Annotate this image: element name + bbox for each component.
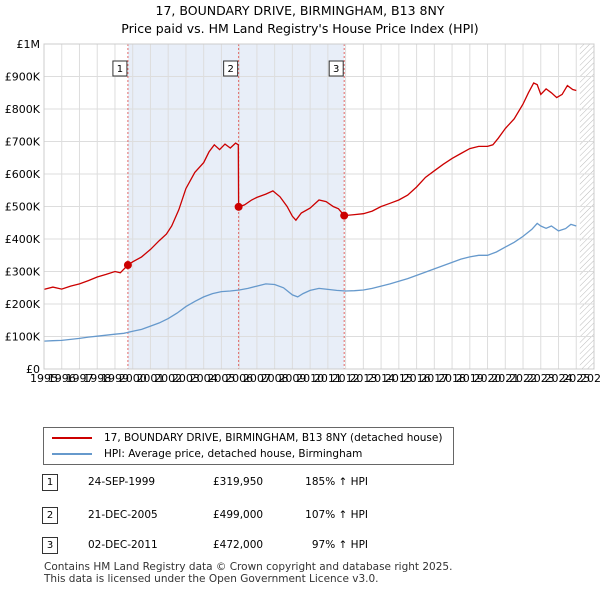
sale-point [234,202,243,211]
sale-date: 02-DEC-2011 [88,539,158,551]
sale-number-box [112,60,128,77]
x-tick-label: 2010 [296,372,324,385]
sale-number-label: 3 [333,64,339,75]
sale-date: 21-DEC-2005 [88,509,158,521]
footer-licence: This data is licensed under the Open Gov… [44,573,379,585]
y-tick-label: £200K [5,298,41,311]
y-tick-label: £600K [5,168,41,181]
sale-number: 1 [42,474,58,491]
y-tick-label: £100K [5,331,41,344]
x-tick-label: 2007 [243,372,271,385]
sale-points [123,202,349,270]
x-tick-label: 2025 [562,372,590,385]
y-axis-ticks: £0 £100K £200K £300K £400K £500K £600K £700K £80… [5,38,41,376]
sale-number-boxes: 1 2 3 [112,60,344,77]
hpi-series-line [43,222,577,342]
x-axis-ticks: 1995199619971998199920002001200220032004… [30,372,600,385]
chart-subtitle: Price paid vs. HM Land Registry's House … [121,21,479,36]
x-tick-label: 1995 [30,372,58,385]
y-tick-label: £0 [26,363,40,376]
x-tick-label: 2008 [261,372,289,385]
sale-point [340,211,349,220]
sale-row: 1 24-SEP-1999 £319,950 185% ↑ HPI [42,474,402,494]
x-tick-label: 2016 [403,372,431,385]
sale-number-box [223,60,239,77]
sale-price: £499,000 [213,509,264,521]
x-tick-label: 1997 [65,372,93,385]
x-tick-label: 1998 [83,372,111,385]
y-tick-label: £400K [5,233,41,246]
legend-item-property: 17, BOUNDARY DRIVE, BIRMINGHAM, B13 8NY … [52,430,442,446]
x-tick-label: 2006 [225,372,253,385]
sale-number-box [328,60,344,77]
x-tick-label: 1999 [101,372,129,385]
sale-date: 24-SEP-1999 [88,476,156,488]
footer-copyright: Contains HM Land Registry data © Crown c… [44,561,453,573]
y-tick-label: £800K [5,103,41,116]
sale-number: 2 [42,507,58,524]
sale-hpi-change: 185% ↑ HPI [305,476,368,488]
plot-border [43,43,595,370]
legend-swatch-property [52,437,92,439]
x-tick-label: 2015 [385,372,413,385]
x-tick-label: 2014 [367,372,395,385]
legend: 17, BOUNDARY DRIVE, BIRMINGHAM, B13 8NY … [43,427,454,465]
legend-label-hpi: HPI: Average price, detached house, Birm… [104,448,363,460]
x-tick-label: 2001 [136,372,164,385]
x-tick-label: 2002 [154,372,182,385]
sale-hpi-change: 107% ↑ HPI [305,509,368,521]
x-tick-label: 2003 [172,372,200,385]
x-tick-label: 2013 [349,372,377,385]
y-tick-label: £900K [5,71,41,84]
x-tick-label: 2019 [456,372,484,385]
x-tick-label: 2009 [278,372,306,385]
x-tick-label: 2021 [491,372,519,385]
property-series-line [43,82,577,291]
x-tick-label: 2000 [119,372,147,385]
sale-row: 3 02-DEC-2011 £472,000 97% ↑ HPI [42,537,402,557]
legend-item-hpi: HPI: Average price, detached house, Birm… [52,446,362,462]
x-tick-label: 2011 [314,372,342,385]
chart-title: 17, BOUNDARY DRIVE, BIRMINGHAM, B13 8NY [155,3,445,18]
y-tick-label: £300K [5,266,41,279]
x-tick-label: 1996 [48,372,76,385]
x-tick-label: 2024 [545,372,573,385]
sale-number-label: 1 [117,64,123,75]
x-tick-label: 2018 [438,372,466,385]
x-tick-label: 2012 [332,372,360,385]
x-tick-label: 2005 [207,372,235,385]
x-tick-label: 2023 [527,372,555,385]
y-tick-label: £700K [5,136,41,149]
price-chart: 1 2 3 £0 £100K £200K £300K £400K £500K £600K £700… [5,38,600,385]
sale-row: 2 21-DEC-2005 £499,000 107% ↑ HPI [42,507,402,527]
sale-price: £472,000 [213,539,264,551]
x-tick-label: 2026 [580,372,600,385]
y-tick-label: £1M [17,38,41,51]
sale-number-label: 2 [227,64,233,75]
y-tick-label: £500K [5,201,41,214]
sale-hpi-change: 97% ↑ HPI [311,539,368,551]
legend-label-property: 17, BOUNDARY DRIVE, BIRMINGHAM, B13 8NY … [104,432,443,444]
x-tick-label: 2022 [509,372,537,385]
legend-swatch-hpi [52,453,92,455]
x-tick-label: 2004 [190,372,218,385]
sale-price: £319,950 [213,476,264,488]
sale-point [123,261,132,270]
x-tick-label: 2017 [420,372,448,385]
x-tick-label: 2020 [474,372,502,385]
sale-number: 3 [42,537,58,554]
